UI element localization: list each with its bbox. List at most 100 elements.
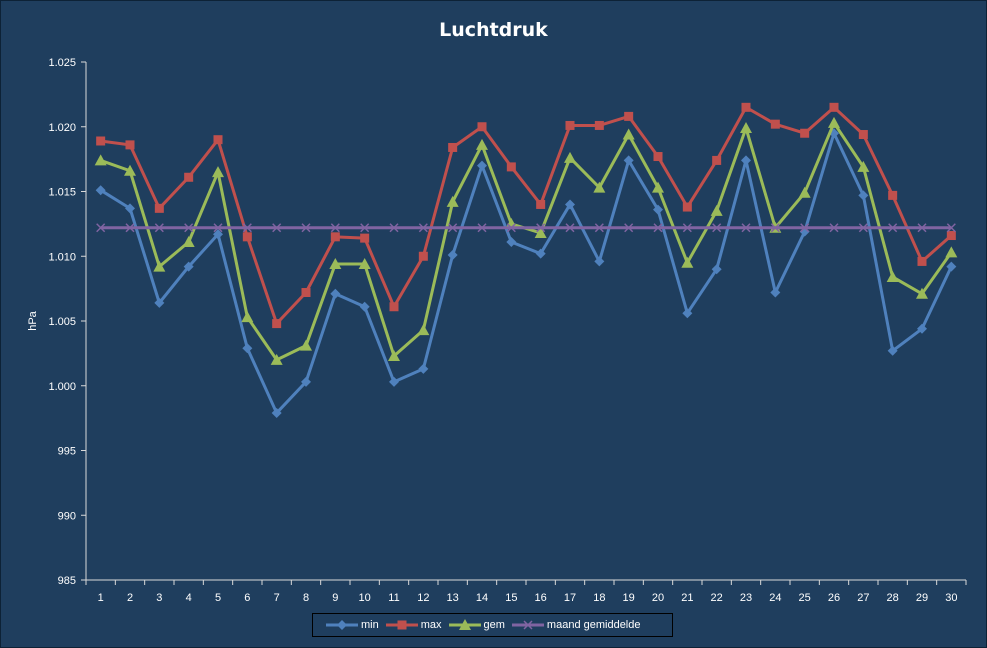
data-point-max bbox=[184, 172, 194, 182]
data-point-gem bbox=[798, 186, 811, 198]
series-line-max bbox=[100, 105, 953, 326]
data-point-gem bbox=[945, 246, 958, 258]
data-point-min bbox=[917, 323, 927, 334]
data-point-min bbox=[477, 160, 487, 171]
data-point-max bbox=[712, 155, 722, 165]
legend-swatch-min bbox=[326, 620, 358, 630]
data-point-max bbox=[213, 135, 223, 145]
data-point-gem bbox=[300, 339, 312, 351]
x-tick-label: 29 bbox=[916, 592, 928, 604]
x-tick-label: 3 bbox=[156, 592, 162, 604]
data-point-maand-gemiddelde bbox=[565, 223, 575, 233]
data-point-max bbox=[360, 233, 370, 243]
x-tick-label: 7 bbox=[274, 592, 280, 604]
data-point-maand-gemiddelde bbox=[418, 223, 428, 233]
data-point-min bbox=[858, 190, 869, 201]
data-point-maand-gemiddelde bbox=[125, 223, 135, 233]
data-point-maand-gemiddelde bbox=[96, 223, 106, 233]
data-point-gem bbox=[828, 116, 840, 128]
data-point-max bbox=[653, 152, 663, 162]
chart-title: Luchtdruk bbox=[439, 19, 548, 41]
data-point-maand-gemiddelde bbox=[242, 223, 252, 233]
legend-item-gem: gem bbox=[448, 618, 505, 632]
data-point-max bbox=[330, 232, 340, 242]
data-point-min bbox=[506, 237, 517, 248]
data-point-max bbox=[96, 136, 106, 146]
data-point-min bbox=[711, 264, 722, 275]
data-point-gem bbox=[652, 181, 664, 193]
data-point-max bbox=[829, 102, 839, 112]
data-point-gem bbox=[710, 204, 723, 216]
x-tick-label: 30 bbox=[945, 592, 957, 604]
data-point-maand-gemiddelde bbox=[712, 223, 722, 233]
y-tick-label: 1.015 bbox=[48, 187, 76, 199]
data-point-min bbox=[389, 376, 399, 387]
data-point-gem bbox=[329, 258, 342, 270]
x-tick-label: 23 bbox=[740, 592, 752, 604]
data-point-min bbox=[682, 308, 693, 319]
y-tick-label: 1.010 bbox=[48, 251, 76, 263]
x-tick-label: 17 bbox=[564, 592, 576, 604]
series-line-min bbox=[99, 131, 953, 415]
x-tick-label: 27 bbox=[857, 592, 869, 604]
data-point-maand-gemiddelde bbox=[682, 223, 692, 233]
data-point-max bbox=[301, 288, 311, 298]
data-point-max bbox=[389, 302, 399, 312]
data-point-gem bbox=[593, 181, 606, 193]
y-tick-label: 995 bbox=[58, 446, 76, 458]
data-point-min bbox=[535, 248, 546, 259]
data-point-min bbox=[242, 343, 253, 354]
x-tick-label: 1 bbox=[98, 592, 104, 604]
y-tick-label: 990 bbox=[58, 510, 76, 522]
data-point-maand-gemiddelde bbox=[154, 223, 164, 233]
data-point-gem bbox=[857, 160, 870, 172]
data-point-max bbox=[594, 120, 604, 130]
data-point-maand-gemiddelde bbox=[213, 223, 223, 233]
data-point-gem bbox=[740, 122, 752, 134]
x-tick-label: 5 bbox=[215, 592, 221, 604]
y-tick-label: 1.025 bbox=[48, 57, 76, 69]
data-point-min bbox=[741, 155, 751, 166]
data-point-min bbox=[330, 288, 341, 299]
data-point-min bbox=[594, 256, 605, 267]
x-tick-label: 15 bbox=[505, 592, 517, 604]
data-point-gem bbox=[270, 353, 283, 365]
x-tick-label: 13 bbox=[447, 592, 459, 604]
data-point-gem bbox=[622, 128, 635, 140]
data-point-maand-gemiddelde bbox=[741, 223, 751, 233]
x-tick-label: 20 bbox=[652, 592, 664, 604]
x-tick-label: 8 bbox=[303, 592, 309, 604]
y-tick-label: 1.020 bbox=[48, 122, 76, 134]
data-point-max bbox=[242, 232, 252, 242]
data-point-min bbox=[213, 229, 223, 240]
x-tick-label: 18 bbox=[593, 592, 605, 604]
data-point-gem bbox=[681, 256, 694, 268]
legend-swatch-max bbox=[385, 620, 418, 630]
legend-swatch-gem bbox=[448, 619, 481, 630]
x-tick-label: 22 bbox=[711, 592, 723, 604]
data-point-gem bbox=[241, 311, 254, 323]
x-tick-label: 6 bbox=[244, 592, 250, 604]
data-point-min bbox=[887, 345, 898, 356]
data-point-max bbox=[536, 199, 546, 209]
data-point-gem bbox=[124, 164, 136, 176]
data-point-maand-gemiddelde bbox=[770, 223, 780, 233]
data-point-max bbox=[624, 111, 634, 121]
data-point-maand-gemiddelde bbox=[946, 223, 956, 233]
data-point-min bbox=[565, 199, 575, 210]
legend-item-maand-gemiddelde: maand gemiddelde bbox=[511, 618, 641, 632]
data-point-max bbox=[946, 231, 956, 241]
data-point-max bbox=[888, 190, 898, 200]
data-point-min bbox=[946, 261, 957, 272]
legend-item-max: max bbox=[385, 618, 442, 632]
data-point-maand-gemiddelde bbox=[536, 223, 546, 233]
data-point-maand-gemiddelde bbox=[477, 223, 487, 233]
data-point-maand-gemiddelde bbox=[653, 223, 663, 233]
data-point-maand-gemiddelde bbox=[448, 223, 458, 233]
data-point-min bbox=[623, 155, 634, 166]
data-point-min bbox=[301, 376, 311, 387]
data-point-min bbox=[154, 297, 165, 308]
data-point-min bbox=[418, 363, 429, 374]
data-point-max bbox=[448, 142, 458, 152]
data-point-max bbox=[858, 130, 868, 140]
